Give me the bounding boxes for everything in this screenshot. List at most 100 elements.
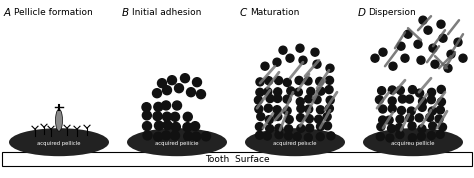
Circle shape: [327, 132, 335, 140]
Circle shape: [389, 62, 397, 70]
Circle shape: [264, 77, 273, 85]
Circle shape: [304, 134, 312, 142]
Circle shape: [197, 90, 206, 99]
Circle shape: [378, 87, 386, 95]
Circle shape: [427, 96, 435, 104]
Circle shape: [297, 114, 304, 122]
Circle shape: [424, 26, 432, 34]
Circle shape: [163, 112, 172, 121]
Circle shape: [379, 116, 387, 124]
Circle shape: [255, 123, 264, 131]
Circle shape: [406, 95, 413, 103]
Circle shape: [409, 86, 417, 94]
Circle shape: [406, 114, 414, 122]
Circle shape: [173, 101, 182, 110]
Text: Tooth  Surface: Tooth Surface: [205, 155, 269, 164]
Circle shape: [326, 64, 334, 72]
Circle shape: [437, 106, 444, 114]
Circle shape: [273, 58, 281, 66]
Circle shape: [294, 88, 302, 96]
Circle shape: [407, 107, 415, 115]
Circle shape: [307, 87, 315, 95]
Circle shape: [155, 121, 164, 130]
Text: B: B: [122, 8, 129, 18]
Circle shape: [286, 54, 294, 62]
Circle shape: [436, 130, 444, 138]
Circle shape: [437, 20, 445, 28]
Circle shape: [428, 122, 437, 130]
Circle shape: [275, 124, 283, 132]
Circle shape: [371, 54, 379, 62]
Circle shape: [459, 54, 467, 62]
Circle shape: [438, 123, 447, 131]
Circle shape: [295, 76, 303, 84]
Circle shape: [181, 74, 190, 83]
Circle shape: [447, 50, 455, 58]
Text: acquired pellicle: acquired pellicle: [391, 141, 435, 146]
Circle shape: [396, 115, 404, 123]
Circle shape: [296, 98, 304, 106]
Circle shape: [191, 132, 201, 141]
Ellipse shape: [363, 128, 463, 156]
Circle shape: [264, 104, 272, 112]
Circle shape: [183, 123, 192, 132]
Text: A: A: [4, 8, 11, 18]
Text: acquired pellicle: acquired pellicle: [155, 141, 199, 146]
Circle shape: [399, 95, 406, 103]
Circle shape: [264, 132, 272, 140]
Circle shape: [255, 96, 263, 104]
Circle shape: [273, 88, 282, 96]
Circle shape: [388, 86, 396, 94]
Circle shape: [283, 95, 291, 103]
Circle shape: [296, 44, 304, 52]
Circle shape: [417, 56, 425, 64]
Circle shape: [256, 78, 264, 86]
Circle shape: [153, 89, 162, 98]
Circle shape: [273, 95, 282, 103]
Circle shape: [439, 34, 447, 42]
Circle shape: [191, 122, 200, 131]
Circle shape: [297, 104, 305, 112]
Circle shape: [171, 131, 180, 140]
Circle shape: [324, 122, 331, 130]
Circle shape: [418, 103, 426, 111]
Circle shape: [429, 44, 437, 52]
Circle shape: [293, 133, 301, 141]
Circle shape: [266, 95, 274, 103]
Circle shape: [157, 79, 166, 88]
Circle shape: [192, 78, 201, 87]
Circle shape: [395, 124, 403, 132]
Text: Initial adhesion: Initial adhesion: [132, 8, 201, 17]
Circle shape: [375, 96, 383, 104]
Circle shape: [418, 125, 426, 133]
Circle shape: [313, 60, 321, 68]
Circle shape: [317, 87, 325, 95]
Circle shape: [283, 107, 291, 115]
Circle shape: [379, 105, 387, 113]
Ellipse shape: [127, 128, 227, 156]
Circle shape: [305, 115, 313, 123]
Text: D: D: [358, 8, 366, 18]
Circle shape: [377, 123, 385, 131]
Circle shape: [325, 104, 333, 112]
Circle shape: [428, 132, 436, 140]
Circle shape: [419, 16, 427, 24]
Circle shape: [396, 130, 404, 138]
Text: acquired pellicle: acquired pellicle: [273, 141, 317, 146]
Text: Dispersion: Dispersion: [368, 8, 416, 17]
Circle shape: [385, 116, 393, 124]
Circle shape: [408, 122, 416, 130]
Circle shape: [386, 134, 394, 142]
Circle shape: [397, 106, 405, 114]
Circle shape: [376, 133, 384, 141]
Circle shape: [256, 88, 264, 96]
Circle shape: [397, 42, 405, 50]
Circle shape: [171, 112, 180, 121]
Circle shape: [172, 122, 181, 131]
Circle shape: [454, 38, 462, 46]
Circle shape: [154, 132, 163, 141]
Circle shape: [388, 104, 396, 112]
Circle shape: [283, 78, 292, 87]
Bar: [2, 152, 472, 166]
Circle shape: [287, 87, 295, 95]
